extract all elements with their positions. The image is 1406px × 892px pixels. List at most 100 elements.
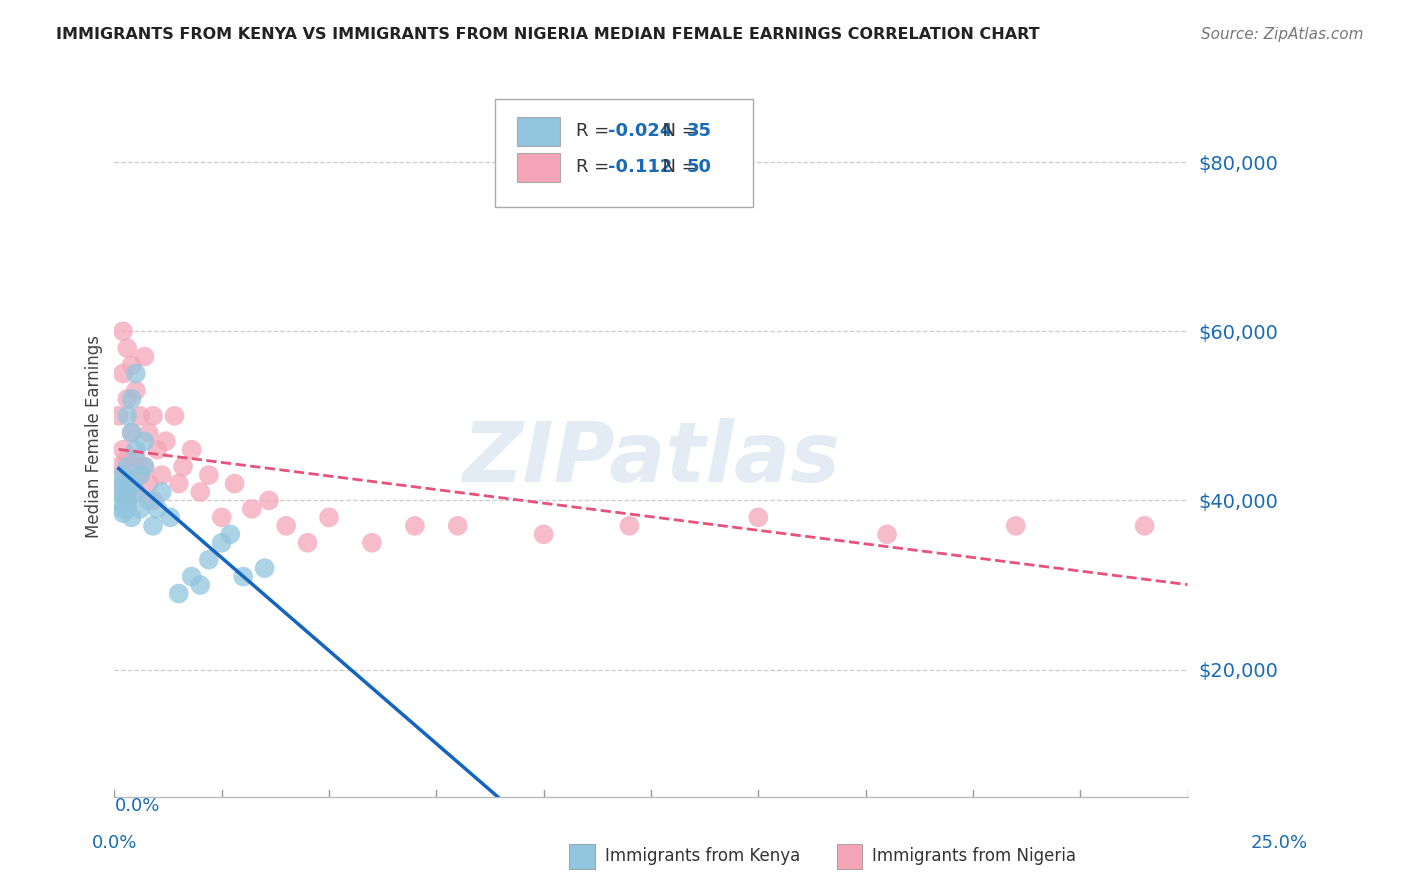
Point — [198, 468, 221, 483]
Point — [129, 409, 152, 423]
FancyBboxPatch shape — [517, 117, 560, 145]
Text: 50: 50 — [686, 158, 711, 177]
FancyBboxPatch shape — [495, 99, 754, 207]
Point — [134, 434, 156, 449]
Text: N =: N = — [651, 158, 703, 177]
Point — [146, 442, 169, 457]
Point — [111, 506, 134, 520]
Point — [117, 451, 139, 466]
Point — [198, 552, 221, 566]
Point — [274, 518, 297, 533]
Point — [224, 476, 246, 491]
Point — [117, 459, 139, 474]
Point — [138, 493, 160, 508]
Point — [167, 476, 190, 491]
Point — [159, 510, 181, 524]
Point — [121, 476, 143, 491]
Point — [125, 384, 148, 398]
Point — [297, 535, 319, 549]
Point — [257, 493, 280, 508]
Point — [117, 493, 139, 508]
Point — [121, 459, 143, 474]
Y-axis label: Median Female Earnings: Median Female Earnings — [86, 335, 103, 539]
Point — [146, 502, 169, 516]
Text: R =: R = — [576, 158, 614, 177]
Point — [129, 468, 152, 483]
Point — [117, 341, 139, 355]
Point — [163, 409, 186, 423]
Point — [150, 468, 173, 483]
Point — [125, 442, 148, 457]
Text: 0.0%: 0.0% — [114, 797, 160, 814]
Point — [447, 518, 470, 533]
Point — [232, 569, 254, 583]
Point — [121, 392, 143, 406]
Point — [533, 527, 555, 541]
Point — [219, 527, 242, 541]
Point — [172, 459, 194, 474]
Point — [1133, 518, 1156, 533]
Point — [117, 392, 139, 406]
Point — [125, 367, 148, 381]
Point — [134, 459, 156, 474]
Point — [142, 409, 165, 423]
Point — [180, 442, 202, 457]
Point — [138, 476, 160, 491]
Point — [111, 324, 134, 338]
FancyBboxPatch shape — [517, 153, 560, 182]
Point — [117, 502, 139, 516]
Point — [150, 485, 173, 500]
Text: Source: ZipAtlas.com: Source: ZipAtlas.com — [1201, 27, 1364, 42]
Point — [138, 425, 160, 440]
Point — [1004, 518, 1026, 533]
Point — [117, 485, 139, 500]
Text: 0.0%: 0.0% — [91, 834, 136, 852]
Point — [188, 485, 211, 500]
Point — [125, 485, 148, 500]
Text: 35: 35 — [686, 122, 711, 140]
Point — [121, 358, 143, 372]
Point — [619, 518, 641, 533]
Point — [142, 493, 165, 508]
Text: Immigrants from Nigeria: Immigrants from Nigeria — [872, 847, 1076, 865]
Point — [125, 485, 148, 500]
Point — [111, 476, 134, 491]
Point — [180, 569, 202, 583]
Point — [111, 468, 134, 483]
Point — [253, 561, 276, 575]
Text: IMMIGRANTS FROM KENYA VS IMMIGRANTS FROM NIGERIA MEDIAN FEMALE EARNINGS CORRELAT: IMMIGRANTS FROM KENYA VS IMMIGRANTS FROM… — [56, 27, 1040, 42]
Point — [111, 502, 134, 516]
Point — [134, 350, 156, 364]
Point — [876, 527, 898, 541]
Point — [107, 459, 129, 474]
Text: 25.0%: 25.0% — [1250, 834, 1308, 852]
Point — [211, 535, 233, 549]
Point — [404, 518, 426, 533]
Point — [121, 510, 143, 524]
Point — [111, 476, 134, 491]
Text: -0.024: -0.024 — [607, 122, 672, 140]
Point — [111, 442, 134, 457]
Point — [361, 535, 384, 549]
Point — [211, 510, 233, 524]
Text: R =: R = — [576, 122, 614, 140]
Point — [121, 425, 143, 440]
Text: -0.112: -0.112 — [607, 158, 672, 177]
Point — [107, 493, 129, 508]
Point — [111, 367, 134, 381]
Point — [107, 409, 129, 423]
Point — [117, 409, 139, 423]
Point — [188, 578, 211, 592]
Point — [318, 510, 340, 524]
Point — [142, 518, 165, 533]
Point — [747, 510, 769, 524]
Point — [155, 434, 177, 449]
Point — [117, 493, 139, 508]
Text: ZIPatlas: ZIPatlas — [463, 418, 839, 499]
Point — [134, 459, 156, 474]
Point — [129, 468, 152, 483]
Point — [240, 502, 263, 516]
Point — [167, 586, 190, 600]
Point — [107, 485, 129, 500]
Point — [129, 502, 152, 516]
